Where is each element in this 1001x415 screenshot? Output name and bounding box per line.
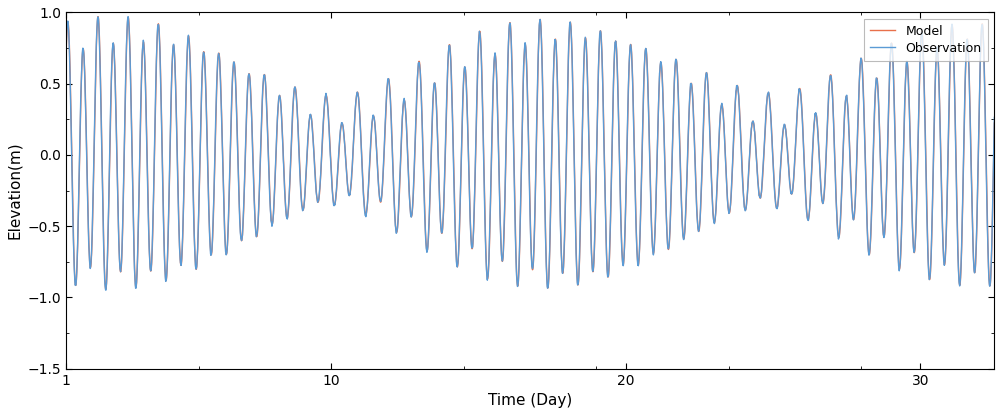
Model: [208, 184, 220, 189]
Legend: Model, Observation: Model, Observation: [864, 19, 988, 61]
Line: Observation: Observation: [66, 17, 1001, 290]
Observation: [100, 288, 112, 293]
X-axis label: Time (Day): Time (Day): [487, 393, 573, 408]
Model: [241, 107, 253, 112]
Observation: [241, 105, 253, 110]
Observation: [604, 250, 616, 255]
Model: [670, 60, 682, 65]
Model: [785, 191, 797, 196]
Observation: [670, 58, 682, 63]
Observation: [785, 190, 797, 195]
Observation: [921, 198, 933, 203]
Model: [604, 255, 616, 260]
Model: [60, 54, 72, 59]
Model: [100, 287, 112, 292]
Y-axis label: Elevation(m): Elevation(m): [7, 142, 22, 239]
Observation: [208, 179, 220, 184]
Line: Model: Model: [66, 17, 1001, 289]
Observation: [122, 14, 134, 19]
Model: [921, 192, 933, 197]
Observation: [60, 49, 72, 54]
Model: [92, 14, 104, 19]
